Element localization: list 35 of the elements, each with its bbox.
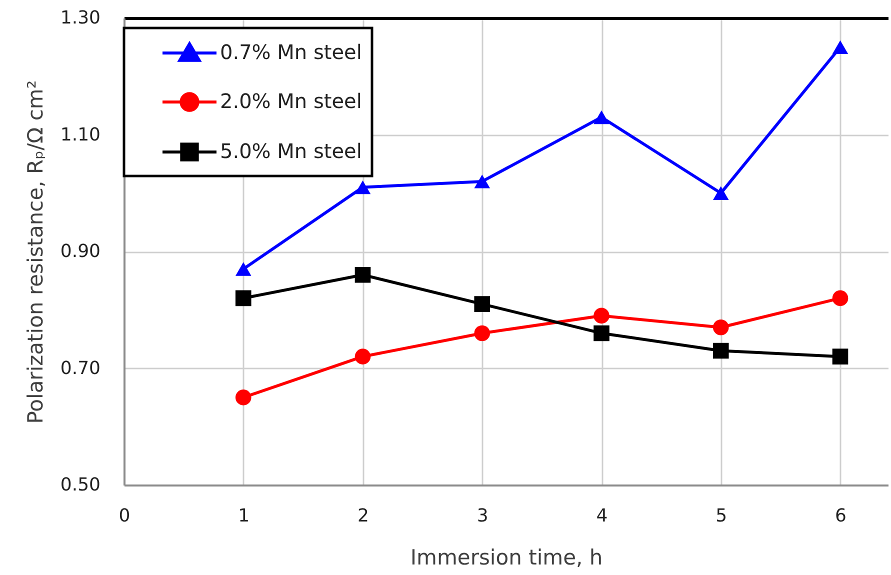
- point: [354, 266, 371, 283]
- point: [712, 342, 729, 359]
- point: [594, 308, 610, 324]
- point: [712, 319, 729, 336]
- x-tick-label: 3: [476, 506, 488, 526]
- point: [474, 174, 490, 188]
- legend-label: 5.0% Mn steel: [220, 139, 362, 163]
- point: [354, 348, 371, 364]
- x-tick-label: 1: [238, 506, 250, 526]
- y-tick-label: 1.10: [60, 124, 100, 146]
- y-axis-title: Polarization resistance, Rₚ/Ω cm²: [23, 80, 48, 424]
- point: [832, 348, 848, 364]
- point: [832, 40, 848, 54]
- point: [474, 325, 490, 342]
- legend-label: 2.0% Mn steel: [220, 89, 362, 113]
- legend-label: 0.7% Mn steel: [220, 40, 362, 64]
- x-tick-label: 4: [596, 506, 608, 526]
- y-tick-label: 1.30: [60, 8, 100, 28]
- y-tick-label: 0.90: [60, 241, 100, 262]
- x-tick-label: 5: [716, 506, 728, 526]
- point: [594, 110, 610, 124]
- y-tick-label: 0.70: [60, 358, 100, 379]
- point: [594, 325, 610, 342]
- point: [235, 290, 252, 306]
- point: [235, 390, 252, 406]
- x-tick-label: 0: [118, 506, 130, 526]
- point: [354, 180, 371, 194]
- x-tick-label: 6: [835, 506, 846, 526]
- x-axis-title: Immersion time, h: [410, 546, 603, 570]
- point: [474, 296, 490, 312]
- point: [712, 186, 729, 200]
- x-tick-label: 2: [358, 506, 369, 526]
- point: [832, 290, 848, 306]
- point: [235, 262, 252, 276]
- y-tick-label: 0.50: [60, 474, 100, 496]
